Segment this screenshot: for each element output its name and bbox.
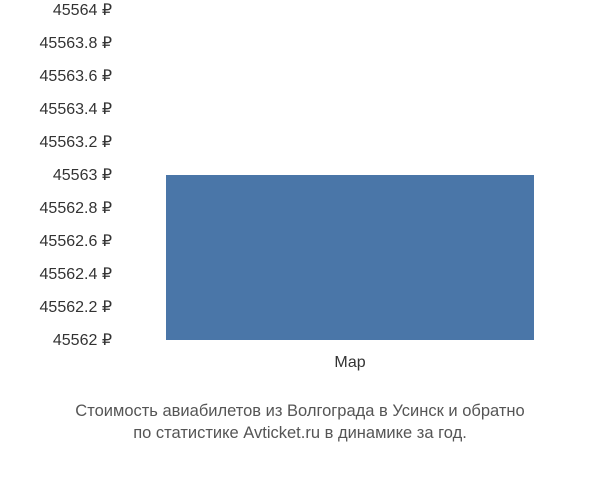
y-tick-label: 45563.8 ₽	[40, 33, 112, 53]
y-tick-label: 45563.4 ₽	[40, 99, 112, 119]
caption-line-1: Стоимость авиабилетов из Волгограда в Ус…	[75, 402, 524, 420]
chart-caption: Стоимость авиабилетов из Волгограда в Ус…	[0, 400, 600, 445]
y-tick-label: 45562 ₽	[53, 330, 112, 350]
y-tick-label: 45563.2 ₽	[40, 132, 112, 152]
y-tick-label: 45562.8 ₽	[40, 198, 112, 218]
bar	[166, 175, 534, 340]
y-tick-label: 45564 ₽	[53, 0, 112, 20]
x-axis: Мар	[120, 350, 580, 380]
x-tick-label: Мар	[334, 354, 365, 372]
y-tick-label: 45562.4 ₽	[40, 264, 112, 284]
price-chart: 45564 ₽ 45563.8 ₽ 45563.6 ₽ 45563.4 ₽ 45563.…	[0, 0, 600, 410]
caption-line-2: по статистике Avticket.ru в динамике за …	[133, 424, 467, 442]
y-tick-label: 45563.6 ₽	[40, 66, 112, 86]
plot-area	[120, 10, 580, 340]
y-tick-label: 45563 ₽	[53, 165, 112, 185]
y-tick-label: 45562.6 ₽	[40, 231, 112, 251]
y-axis: 45564 ₽ 45563.8 ₽ 45563.6 ₽ 45563.4 ₽ 45563.…	[0, 0, 120, 350]
y-tick-label: 45562.2 ₽	[40, 297, 112, 317]
